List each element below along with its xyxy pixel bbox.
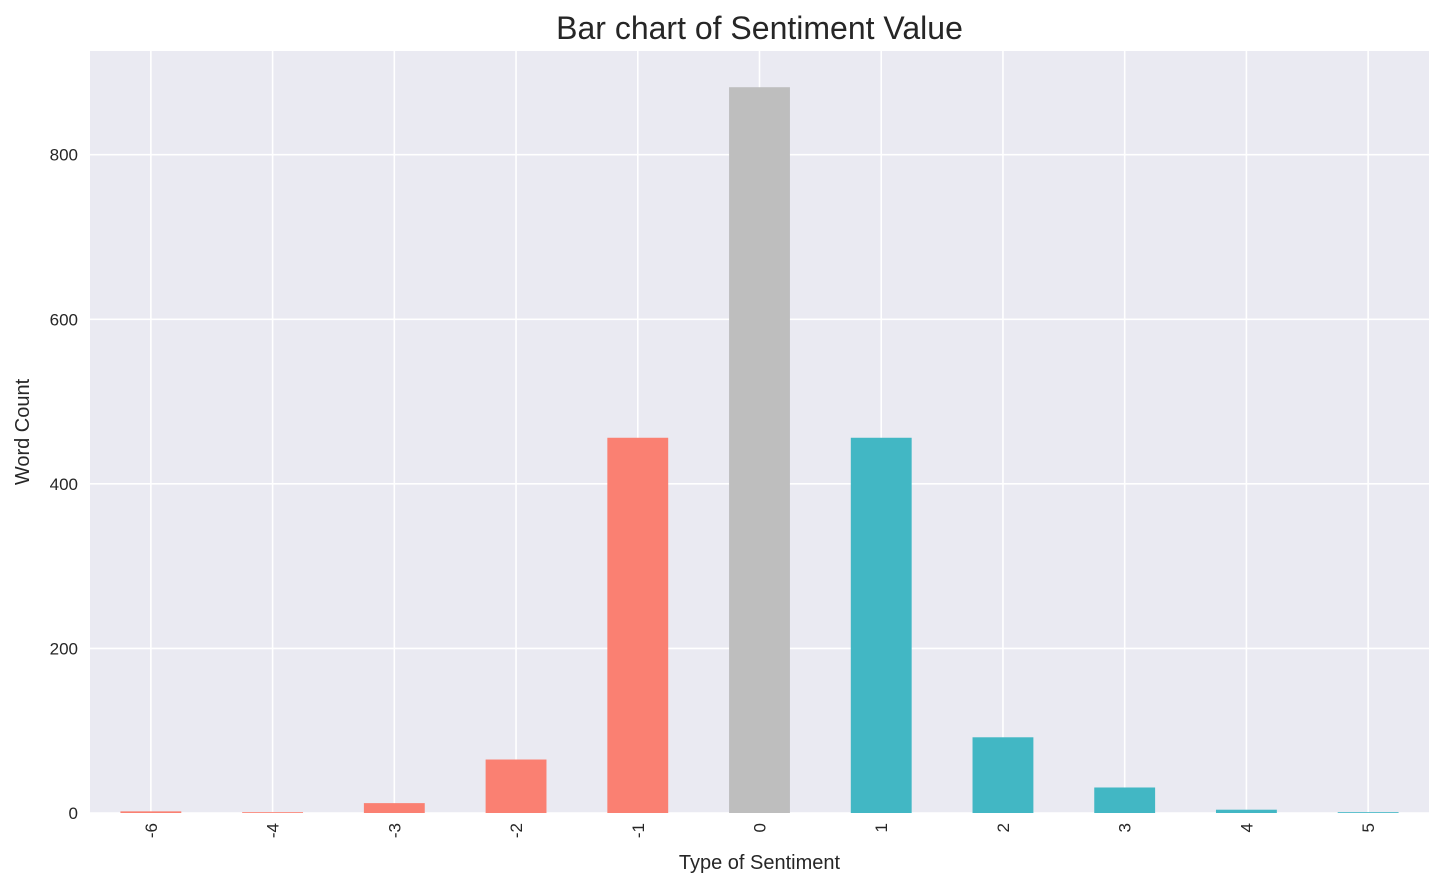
y-tick-label: 600 [50, 310, 78, 329]
x-tick-label: 2 [994, 823, 1013, 832]
bar--3 [363, 803, 425, 813]
bar-1 [850, 437, 912, 813]
chart-title: Bar chart of Sentiment Value [556, 10, 963, 46]
x-tick-label: 0 [751, 823, 770, 832]
y-tick-label: 800 [50, 146, 78, 165]
x-tick-label: -3 [385, 823, 404, 838]
y-tick-label: 400 [50, 475, 78, 494]
bar-0 [729, 87, 790, 814]
x-tick-label: 3 [1116, 823, 1135, 832]
bar--1 [607, 437, 669, 813]
bar--2 [485, 759, 547, 813]
x-tick-label: -4 [264, 823, 283, 838]
x-tick-labels: -6 -4 -3 -2 -1 0 1 2 3 4 5 [142, 823, 1378, 838]
x-tick-label: 5 [1359, 823, 1378, 832]
x-tick-label: -6 [142, 823, 161, 838]
x-tick-label: -1 [629, 823, 648, 838]
y-axis-label: Word Count [12, 378, 34, 485]
y-tick-label: 0 [69, 804, 78, 823]
x-tick-label: 4 [1237, 823, 1256, 832]
bar-3 [1094, 787, 1156, 813]
y-tick-label: 200 [50, 639, 78, 658]
x-tick-label: -2 [507, 823, 526, 838]
y-tick-labels: 0 200 400 600 800 [50, 146, 78, 823]
bar--4 [242, 812, 304, 813]
bar-4 [1215, 809, 1277, 813]
bars [120, 87, 1399, 814]
bar--6 [120, 811, 182, 813]
bar-2 [972, 737, 1034, 813]
x-tick-label: 1 [872, 823, 891, 832]
x-axis-label: Type of Sentiment [679, 852, 841, 874]
bar-5 [1337, 812, 1399, 813]
